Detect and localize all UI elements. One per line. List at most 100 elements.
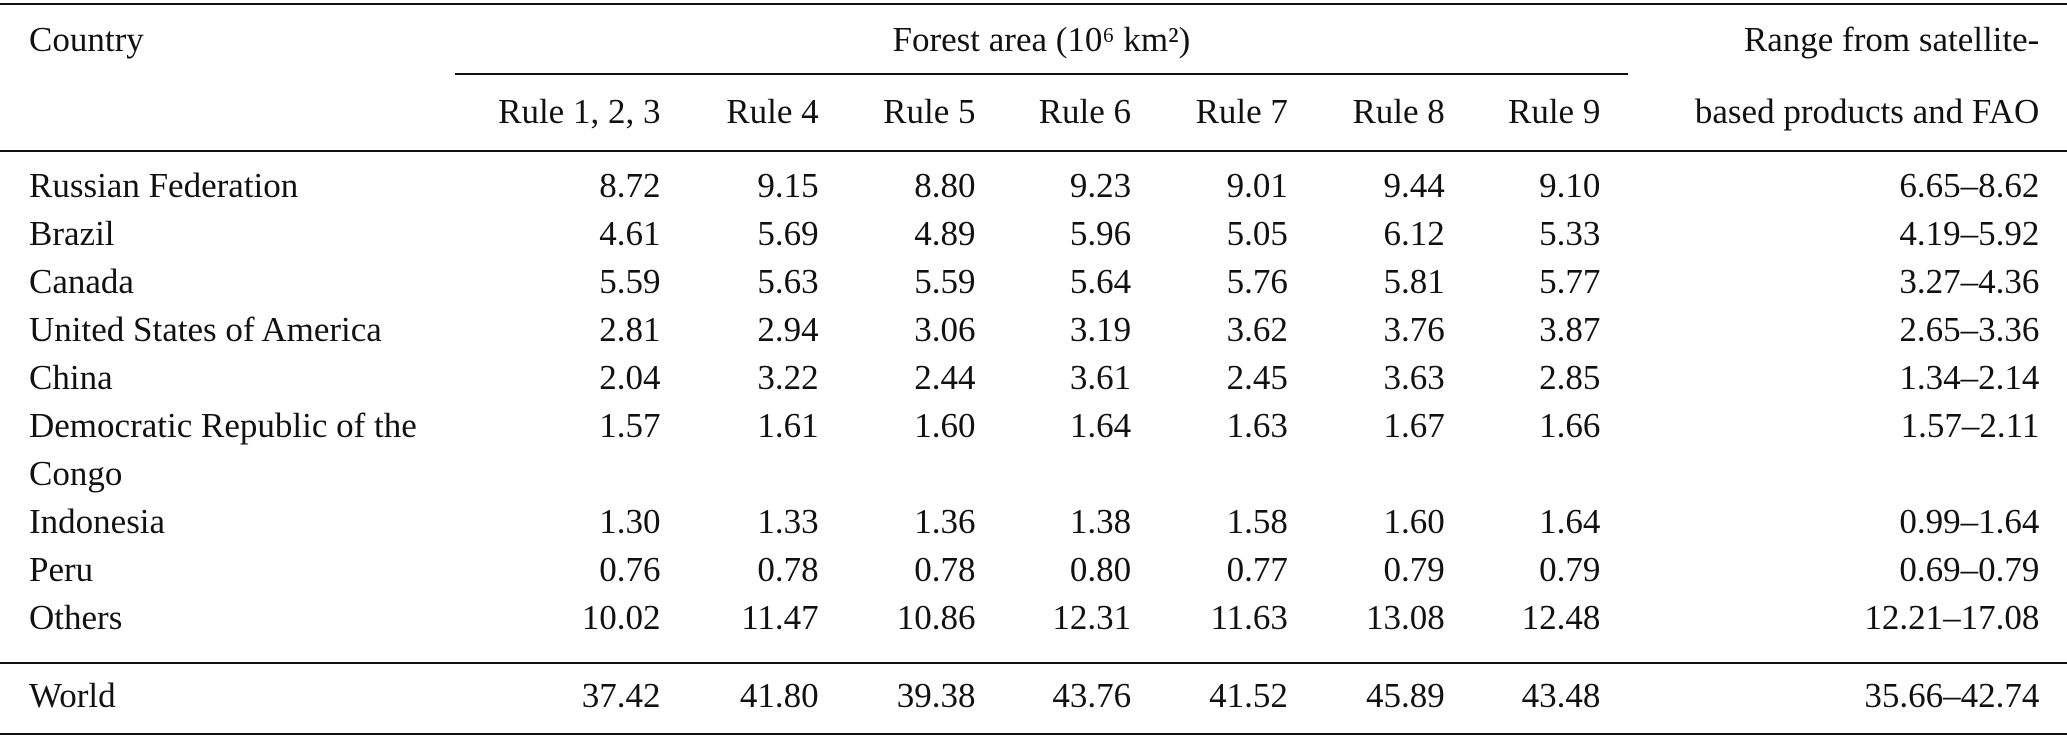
table-cell: 43.76 <box>1052 676 1132 716</box>
table-cell: 3.63 <box>1383 357 1445 397</box>
table-cell: 9.23 <box>1069 165 1132 205</box>
table-cell: 3.87 <box>1539 309 1601 349</box>
table-cell: 0.78 <box>914 549 976 589</box>
header-cell: Rule 4 <box>726 92 819 132</box>
table-cell: 1.38 <box>1069 501 1132 541</box>
table-cell: 0.78 <box>757 549 819 589</box>
table-cell: 12.31 <box>1052 597 1132 637</box>
table-cell: 0.79 <box>1383 549 1445 589</box>
row-label: World <box>29 676 116 716</box>
header-cell: Rule 8 <box>1352 92 1445 132</box>
table-cell: 1.66 <box>1539 405 1601 445</box>
table-cell: 9.15 <box>757 165 819 205</box>
table-cell: 3.62 <box>1226 309 1288 349</box>
row-label: Canada <box>29 261 134 301</box>
table-cell: 9.44 <box>1383 165 1445 205</box>
table-rule <box>454 72 1628 75</box>
table-cell: 0.77 <box>1226 549 1288 589</box>
table-cell: 43.48 <box>1521 676 1601 716</box>
table-cell: 1.64 <box>1069 405 1132 445</box>
table-cell: 3.61 <box>1069 357 1132 397</box>
table-cell: 2.04 <box>599 357 661 397</box>
table-cell: 1.33 <box>757 501 819 541</box>
table-cell: 1.60 <box>914 405 976 445</box>
header-cell: Range from satellite- <box>1743 19 2040 59</box>
table-cell: 41.80 <box>739 676 819 716</box>
table-cell: 1.60 <box>1383 501 1445 541</box>
row-label: United States of America <box>29 309 382 349</box>
table-cell: 4.61 <box>599 213 661 253</box>
table-cell: 11.63 <box>1210 597 1288 637</box>
row-label: Brazil <box>29 213 115 253</box>
table-cell: 0.80 <box>1069 549 1132 589</box>
table-cell: 5.77 <box>1539 261 1601 301</box>
table-cell: 9.10 <box>1539 165 1601 205</box>
table-cell: 0.99–1.64 <box>1899 501 2040 541</box>
table-cell: 1.61 <box>757 405 819 445</box>
table-cell: 0.79 <box>1539 549 1601 589</box>
row-label: Democratic Republic of the Congo <box>29 405 417 493</box>
table-cell: 5.64 <box>1069 261 1132 301</box>
table-cell: 1.67 <box>1383 405 1445 445</box>
table-cell: 5.59 <box>914 261 976 301</box>
table-cell: 9.01 <box>1226 165 1288 205</box>
header-group: Forest area (10⁶ km²) <box>892 19 1191 59</box>
table-cell: 2.85 <box>1539 357 1601 397</box>
table-cell: 2.44 <box>914 357 976 397</box>
table-cell: 0.69–0.79 <box>1899 549 2040 589</box>
table-cell: 2.81 <box>599 309 661 349</box>
table-cell: 41.52 <box>1209 676 1288 716</box>
table-cell: 35.66–42.74 <box>1864 676 2040 716</box>
table-rule <box>0 2 2067 5</box>
header-cell: Country <box>29 19 144 59</box>
table-rule <box>0 150 2067 153</box>
table-cell: 8.72 <box>599 165 661 205</box>
table-cell: 1.63 <box>1226 405 1288 445</box>
table-cell: 2.65–3.36 <box>1899 309 2040 349</box>
row-label: China <box>29 357 113 397</box>
table-cell: 1.64 <box>1539 501 1601 541</box>
table-cell: 5.96 <box>1069 213 1132 253</box>
table-rule <box>0 661 2067 664</box>
table-cell: 1.34–2.14 <box>1899 357 2040 397</box>
header-cell: Rule 5 <box>883 92 976 132</box>
table-cell: 3.19 <box>1069 309 1132 349</box>
table-cell: 4.89 <box>914 213 976 253</box>
table-cell: 5.33 <box>1539 213 1601 253</box>
table-cell: 12.48 <box>1521 597 1601 637</box>
table-cell: 12.21–17.08 <box>1864 597 2040 637</box>
table-cell: 45.89 <box>1366 676 1445 716</box>
header-cell: Rule 1, 2, 3 <box>498 92 661 132</box>
table-cell: 3.76 <box>1383 309 1445 349</box>
row-label: Peru <box>29 549 94 589</box>
header-cell: based products and FAO <box>1694 92 2040 132</box>
header-cell: Rule 7 <box>1195 92 1288 132</box>
table-cell: 39.38 <box>896 676 976 716</box>
table-cell: 2.94 <box>757 309 819 349</box>
table-cell: 10.02 <box>581 597 661 637</box>
table-cell: 5.81 <box>1383 261 1445 301</box>
table-cell: 10.86 <box>896 597 976 637</box>
table-cell: 8.80 <box>914 165 976 205</box>
table-cell: 37.42 <box>581 676 661 716</box>
table-cell: 5.59 <box>599 261 661 301</box>
table-cell: 5.05 <box>1226 213 1288 253</box>
table-cell: 13.08 <box>1366 597 1445 637</box>
table-cell: 3.06 <box>914 309 976 349</box>
table-cell: 2.45 <box>1226 357 1288 397</box>
table-cell: 4.19–5.92 <box>1899 213 2040 253</box>
table-rule <box>0 732 2067 735</box>
row-label: Russian Federation <box>29 165 299 205</box>
table-cell: 3.22 <box>757 357 819 397</box>
table-cell: 1.57 <box>599 405 661 445</box>
table-cell: 1.58 <box>1226 501 1288 541</box>
table-cell: 6.65–8.62 <box>1899 165 2040 205</box>
row-label: Others <box>29 597 123 637</box>
table-cell: 11.47 <box>741 597 819 637</box>
row-label: Indonesia <box>29 501 166 541</box>
table-cell: 5.69 <box>757 213 819 253</box>
table-cell: 1.57–2.11 <box>1900 405 2040 445</box>
table-cell: 1.30 <box>599 501 661 541</box>
table-cell: 5.76 <box>1226 261 1288 301</box>
